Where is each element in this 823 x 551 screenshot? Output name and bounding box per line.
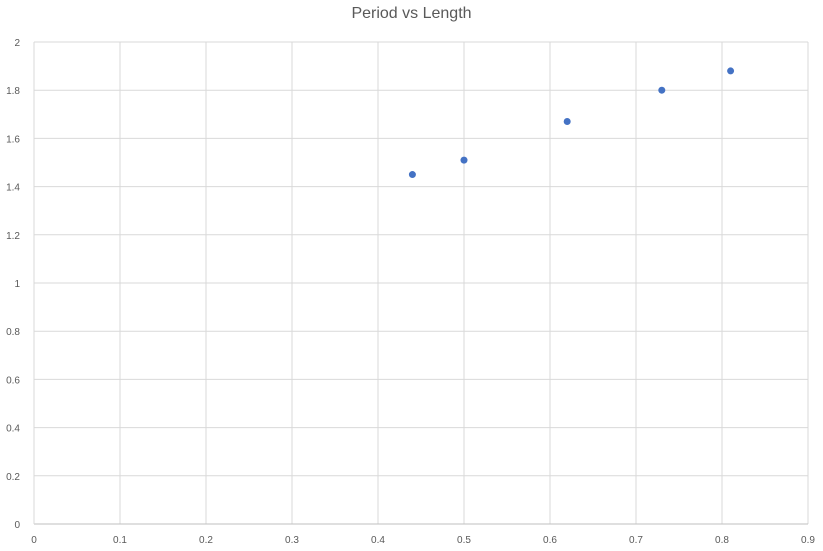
y-tick-label: 2 [14, 38, 20, 49]
y-tick-label: 1.6 [6, 134, 20, 145]
gridlines [34, 41, 809, 524]
data-point [727, 67, 735, 75]
x-tick-label: 0.5 [457, 535, 471, 546]
y-tick-label: 1.8 [6, 86, 20, 97]
y-tick-label: 1.2 [6, 231, 20, 242]
data-point [658, 86, 666, 94]
x-axis-ticks: 0 0.1 0.2 0.3 0.4 0.5 0.6 0.7 0.8 0.9 [31, 535, 815, 546]
data-points [408, 67, 735, 179]
data-point [460, 156, 468, 164]
data-point [408, 171, 416, 179]
y-tick-label: 1 [14, 279, 20, 290]
y-tick-label: 0.4 [6, 424, 20, 435]
axes [33, 42, 808, 525]
y-axis-ticks: 0 0.2 0.4 0.6 0.8 1 1.2 1.4 1.6 1.8 2 [6, 38, 20, 531]
data-point [563, 118, 571, 126]
x-tick-label: 0 [31, 535, 37, 546]
x-tick-label: 0.6 [543, 535, 557, 546]
y-tick-label: 1.4 [6, 183, 20, 194]
y-tick-label: 0.6 [6, 375, 20, 386]
y-tick-label: 0.8 [6, 327, 20, 338]
x-tick-label: 0.8 [715, 535, 729, 546]
chart-title: Period vs Length [351, 5, 472, 22]
y-tick-label: 0 [14, 520, 20, 531]
x-tick-label: 0.1 [113, 535, 127, 546]
x-tick-label: 0.4 [371, 535, 385, 546]
y-tick-label: 0.2 [6, 472, 20, 483]
x-tick-label: 0.9 [801, 535, 815, 546]
x-tick-label: 0.3 [285, 535, 299, 546]
x-tick-label: 0.2 [199, 535, 213, 546]
x-tick-label: 0.7 [629, 535, 643, 546]
